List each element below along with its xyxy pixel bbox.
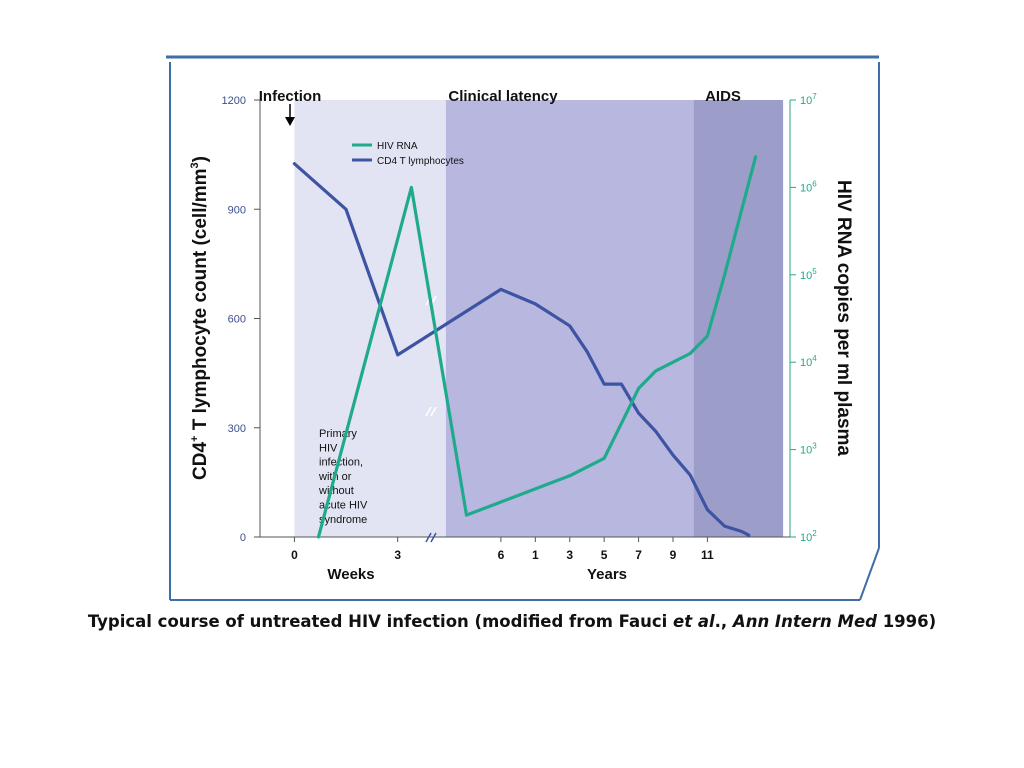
left-tick-label: 300 bbox=[228, 423, 246, 435]
series-layer bbox=[292, 155, 758, 539]
infection-arrow bbox=[285, 104, 295, 126]
caption-text-3: 1996) bbox=[876, 612, 937, 631]
x-tick-label: 3 bbox=[394, 548, 401, 562]
left-axis-title: CD4+ T lymphocyte count (cell/mm3) bbox=[189, 156, 211, 480]
right-tick-label: 104 bbox=[800, 354, 817, 369]
right-axis-title: HIV RNA copies per ml plasma bbox=[833, 180, 854, 456]
annotation-line: acute HIV bbox=[319, 500, 368, 512]
x-tick-label: 9 bbox=[670, 548, 677, 562]
phase-backgrounds bbox=[294, 100, 784, 537]
x-group-label-years: Years bbox=[587, 566, 627, 583]
right-tick-label: 107 bbox=[800, 92, 817, 107]
phase-band-clinical-latency bbox=[445, 100, 694, 537]
x-tick-label: 0 bbox=[291, 548, 298, 562]
annotation-line: HIV bbox=[319, 442, 338, 454]
left-tick-label: 1200 bbox=[222, 95, 246, 107]
series-line-cd4-t-lymphocytes bbox=[292, 162, 751, 537]
right-tick-label: 103 bbox=[800, 442, 817, 457]
annotation-line: Primary bbox=[319, 428, 357, 440]
left-tick-label: 0 bbox=[240, 532, 246, 544]
phase-label-aids: AIDS bbox=[705, 88, 741, 105]
left-axis-ticks: 0 300 600 900 1200 bbox=[222, 95, 260, 544]
x-tick-label: 5 bbox=[601, 548, 608, 562]
caption-et-al: et al bbox=[673, 612, 715, 631]
figure-frame bbox=[166, 55, 880, 601]
x-tick-label: 6 bbox=[498, 548, 505, 562]
left-tick-label: 900 bbox=[228, 204, 246, 216]
legend: HIV RNA CD4 T lymphocytes bbox=[352, 141, 464, 167]
right-tick-label: 102 bbox=[800, 529, 817, 544]
phase-label-clinical-latency: Clinical latency bbox=[448, 88, 558, 105]
annotation-line: syndrome bbox=[319, 514, 367, 526]
annotation-line: infection, bbox=[319, 457, 363, 469]
phase-labels: Infection Clinical latency AIDS bbox=[259, 88, 741, 105]
right-tick-label: 106 bbox=[800, 179, 817, 194]
series-line-hiv-rna bbox=[316, 155, 758, 539]
legend-label-cd4-t-lymphocytes: CD4 T lymphocytes bbox=[377, 156, 464, 167]
left-tick-label: 600 bbox=[228, 314, 246, 326]
right-axis-ticks: 102 103 104 105 106 107 bbox=[790, 92, 817, 544]
x-tick-label: 7 bbox=[635, 548, 642, 562]
right-tick-label: 105 bbox=[800, 267, 817, 282]
figure-caption: Typical course of untreated HIV infectio… bbox=[0, 612, 1024, 631]
annotation-line: without bbox=[318, 485, 354, 497]
x-tick-label: 1 bbox=[532, 548, 539, 562]
caption-text-2: ., bbox=[714, 612, 733, 631]
x-axis-ticks: 0 3 6 1 3 5 7 9 11 bbox=[291, 537, 714, 562]
phase-band-aids bbox=[693, 100, 784, 537]
x-tick-label: 11 bbox=[701, 548, 714, 562]
legend-label-hiv-rna: HIV RNA bbox=[377, 141, 418, 152]
caption-journal: Ann Intern Med bbox=[732, 612, 877, 631]
caption-text-1: Typical course of untreated HIV infectio… bbox=[87, 612, 674, 631]
phase-label-infection: Infection bbox=[259, 88, 322, 105]
x-tick-label: 3 bbox=[566, 548, 573, 562]
phase-band-infection bbox=[294, 100, 446, 537]
x-group-label-weeks: Weeks bbox=[327, 566, 374, 583]
